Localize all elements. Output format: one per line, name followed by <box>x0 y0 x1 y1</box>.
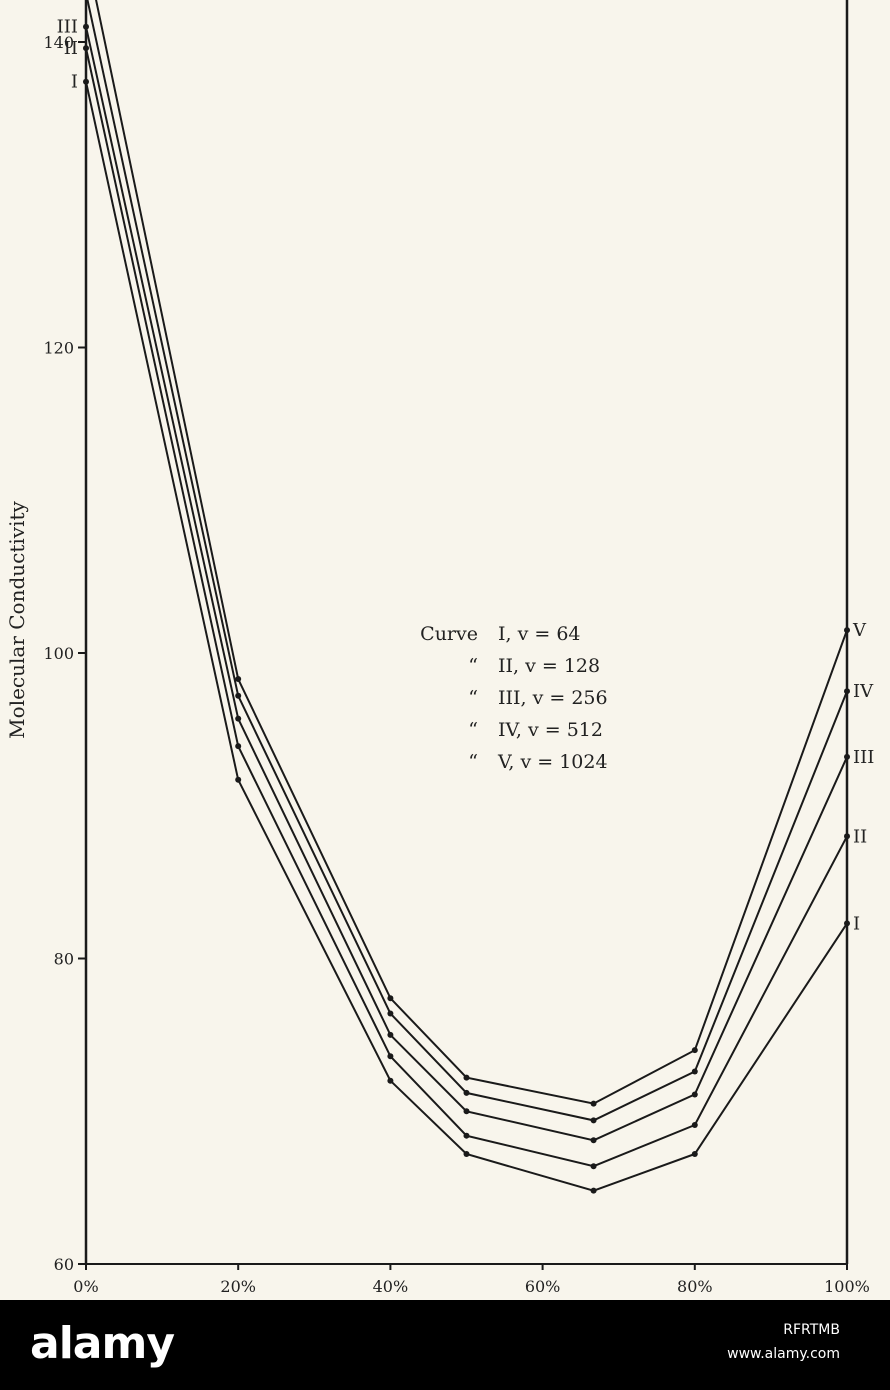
data-point <box>463 1151 470 1158</box>
curve-label-right-IV: IV <box>853 681 874 702</box>
legend-prefix: “ <box>468 751 478 773</box>
x-tick-label: 80% <box>677 1277 713 1296</box>
y-tick-label: 120 <box>43 339 74 358</box>
data-point <box>387 1053 394 1060</box>
legend-prefix: “ <box>468 687 478 709</box>
data-point <box>387 1010 394 1017</box>
data-point <box>83 45 89 52</box>
image-id: RFRTMB <box>783 1322 840 1338</box>
x-tick-label: 40% <box>373 1277 409 1296</box>
data-point <box>590 1100 597 1107</box>
data-point <box>235 675 242 682</box>
data-point <box>463 1089 470 1096</box>
legend-prefix: “ <box>468 719 478 741</box>
series-layer <box>83 0 850 1194</box>
series-line-V <box>95 0 848 1105</box>
y-axis-label: Molecular Conductivity <box>5 500 29 738</box>
curve-label-left-III: III <box>57 17 78 38</box>
data-point <box>235 743 242 750</box>
alamy-logo: alamy <box>30 1318 175 1369</box>
series-line-IV <box>86 0 848 1122</box>
y-ticks: 60 80 100 120 140 <box>43 33 86 1274</box>
data-point <box>691 1091 698 1098</box>
data-point <box>387 995 394 1002</box>
legend-prefix: Curve <box>420 623 478 645</box>
curve-label-left-IV: IV <box>58 0 79 4</box>
data-point <box>844 753 850 760</box>
y-tick-label: 140 <box>43 33 74 52</box>
x-tick-label: 0% <box>73 1277 98 1296</box>
curve-label-right-III: III <box>853 747 874 768</box>
data-point <box>691 1047 698 1054</box>
legend-entry-2: II, v = 128 <box>498 655 600 677</box>
curve-label-left-II: II <box>64 38 78 59</box>
x-tick-label: 60% <box>525 1277 561 1296</box>
legend-entry-4: IV, v = 512 <box>498 719 603 741</box>
data-point <box>463 1132 470 1139</box>
x-tick-label: 20% <box>220 1277 256 1296</box>
curve-label-right-V: V <box>852 620 867 641</box>
legend: Curve I, v = 64 “ II, v = 128 “ III, v = 256 “… <box>420 623 607 773</box>
data-point <box>590 1137 597 1144</box>
y-tick-label: 100 <box>43 644 74 663</box>
data-point <box>235 692 242 699</box>
legend-entry-1: I, v = 64 <box>498 623 581 645</box>
watermark-banner: alamy RFRTMB www.alamy.com <box>0 1300 890 1390</box>
curve-label-left-I: I <box>71 72 78 93</box>
x-tick-label: 100% <box>824 1277 870 1296</box>
data-point <box>463 1108 470 1115</box>
legend-entry-3: III, v = 256 <box>498 687 608 709</box>
legend-entry-5: V, v = 1024 <box>497 751 608 773</box>
banner-url: www.alamy.com <box>727 1346 840 1362</box>
data-point <box>844 833 850 840</box>
legend-prefix: “ <box>468 655 478 677</box>
data-point <box>463 1074 470 1081</box>
data-point <box>235 715 242 722</box>
data-point <box>844 627 850 634</box>
data-point <box>83 78 89 85</box>
data-point <box>691 1151 698 1158</box>
series-line-III <box>85 26 848 1142</box>
data-point <box>387 1077 394 1084</box>
data-point <box>235 776 242 783</box>
data-point <box>590 1187 597 1194</box>
data-point <box>691 1121 698 1128</box>
data-point <box>844 920 850 927</box>
data-point <box>83 23 89 30</box>
data-point <box>691 1068 698 1075</box>
curve-label-right-II: II <box>853 826 867 847</box>
data-point <box>844 688 850 695</box>
data-point <box>590 1163 597 1170</box>
curve-label-right-I: I <box>853 913 860 934</box>
data-point <box>387 1031 394 1038</box>
y-tick-label: 80 <box>54 950 74 969</box>
data-point <box>590 1117 597 1124</box>
y-tick-label: 60 <box>54 1255 74 1274</box>
x-ticks: 0% 20% 40% 60% 80% 100% <box>73 1264 870 1296</box>
